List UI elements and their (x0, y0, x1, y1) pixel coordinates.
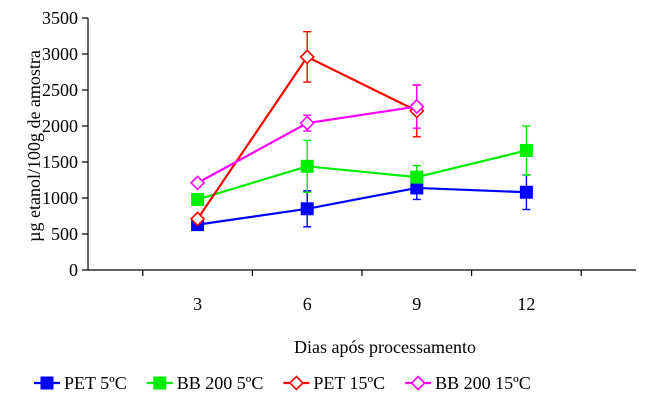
legend-marker (40, 376, 54, 390)
y-axis-title: µg etanol/100g de amostra (24, 50, 44, 242)
data-point (299, 49, 315, 65)
data-point (409, 98, 425, 115)
legend-label: PET 5ºC (64, 373, 127, 393)
error-bars (303, 30, 531, 228)
series-line (197, 149, 527, 201)
x-tick-label: 6 (303, 294, 312, 314)
data-point (519, 185, 533, 199)
y-tick-label: 2000 (42, 116, 78, 136)
y-axis-ticks: 0 500 1000 1500 2000 2500 3000 3500 (42, 8, 88, 280)
x-tick-label: 3 (193, 294, 202, 314)
series-lines (196, 55, 527, 226)
y-tick-label: 0 (69, 260, 78, 280)
legend-marker (410, 375, 426, 391)
x-axis-title: Dias após processamento (294, 337, 476, 357)
series-line (197, 186, 527, 226)
data-point (300, 202, 314, 216)
data-point (299, 115, 315, 131)
y-tick-label: 1500 (42, 152, 78, 172)
axes (87, 18, 636, 271)
y-tick-label: 3000 (42, 44, 78, 64)
y-tick-label: 1000 (42, 188, 78, 208)
y-tick-label: 3500 (42, 8, 78, 28)
x-tick-label: 9 (412, 294, 421, 314)
data-point (300, 159, 314, 173)
data-point (191, 192, 205, 206)
x-tick-label: 12 (517, 294, 535, 314)
data-point (410, 181, 424, 195)
legend: PET 5ºC BB 200 5ºC PET 15ºC BB 200 15ºC (34, 373, 531, 393)
data-point (519, 143, 533, 157)
x-axis-ticks: 3 6 9 12 (142, 270, 582, 314)
data-point (410, 170, 424, 184)
data-point (189, 211, 206, 227)
y-tick-label: 500 (51, 224, 78, 244)
legend-marker (153, 376, 167, 390)
y-tick-label: 2500 (42, 80, 78, 100)
legend-label: PET 15ºC (313, 373, 385, 393)
legend-label: BB 200 15ºC (435, 373, 531, 393)
legend-marker (288, 375, 305, 391)
data-point (189, 175, 206, 191)
data-points (189, 49, 533, 232)
legend-label: BB 200 5ºC (177, 373, 264, 393)
